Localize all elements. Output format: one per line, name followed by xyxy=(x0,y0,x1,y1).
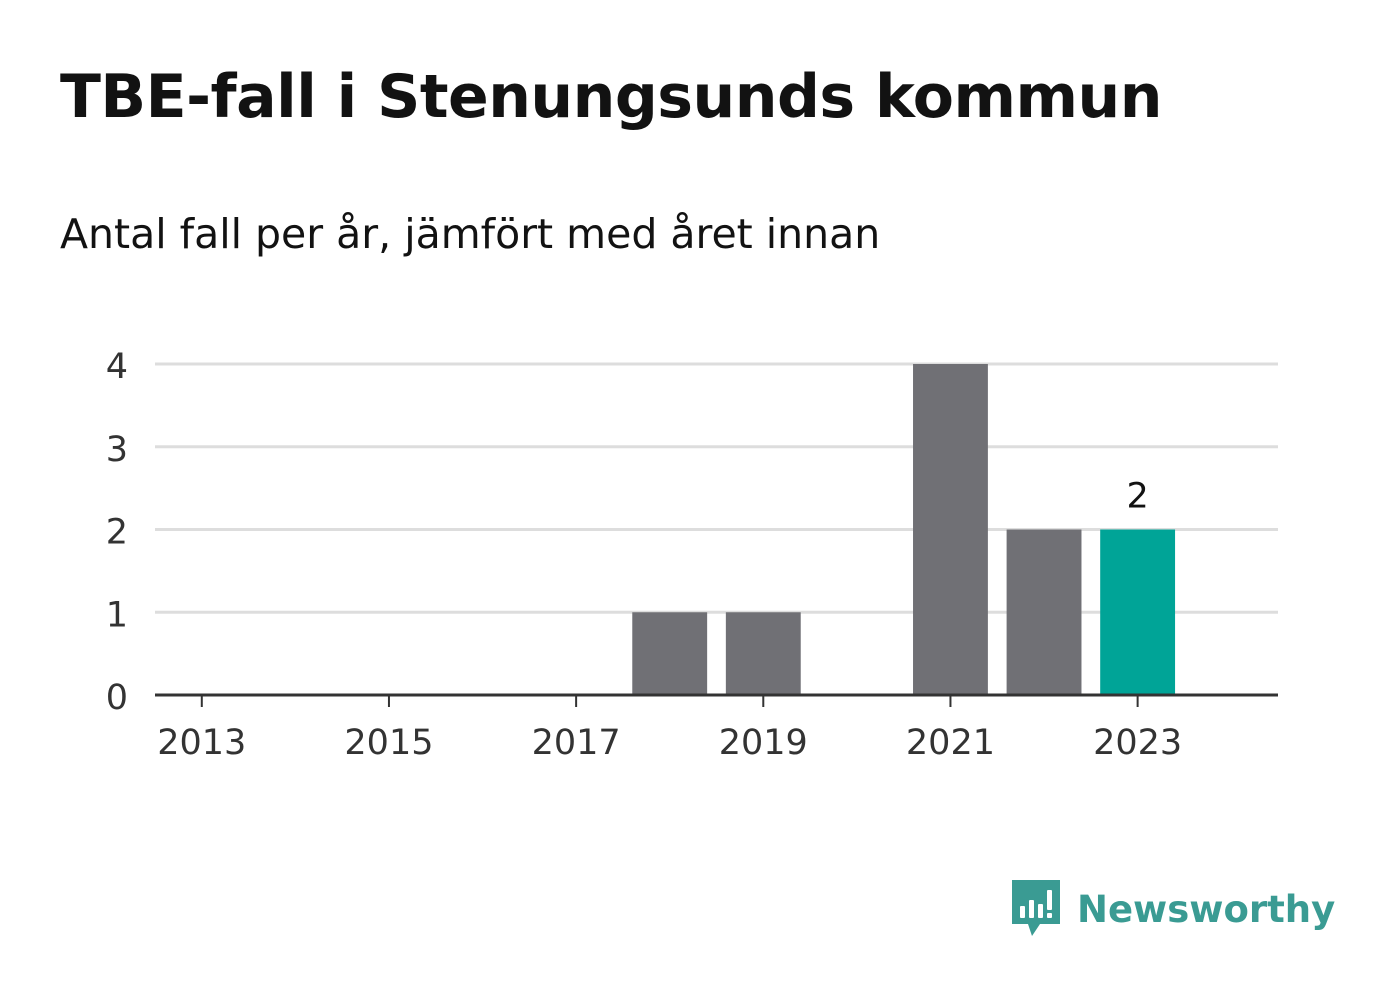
chart-subtitle: Antal fall per år, jämfört med året inna… xyxy=(60,210,881,258)
y-tick-label: 0 xyxy=(106,678,128,718)
x-tick-label: 2021 xyxy=(906,723,995,763)
x-tick-label: 2017 xyxy=(532,723,621,763)
data-label: 2 xyxy=(1126,477,1148,517)
x-tick-label: 2023 xyxy=(1093,723,1182,763)
brand-name: Newsworthy xyxy=(1077,887,1336,931)
bar xyxy=(913,364,988,695)
x-tick-label: 2019 xyxy=(719,723,808,763)
bar xyxy=(1006,529,1082,695)
bar xyxy=(632,612,708,695)
chart-title: TBE-fall i Stenungsunds kommun xyxy=(60,62,1162,132)
bar xyxy=(725,612,801,695)
bar xyxy=(1100,529,1176,695)
y-tick-label: 4 xyxy=(106,347,128,387)
y-tick-label: 2 xyxy=(106,513,128,553)
x-tick-label: 2015 xyxy=(344,723,433,763)
y-tick-label: 3 xyxy=(106,430,128,470)
y-tick-label: 1 xyxy=(106,595,128,635)
newsworthy-logo-icon xyxy=(1012,880,1060,936)
x-tick-label: 2013 xyxy=(157,723,246,763)
brand-logo: Newsworthy xyxy=(1010,878,1335,940)
